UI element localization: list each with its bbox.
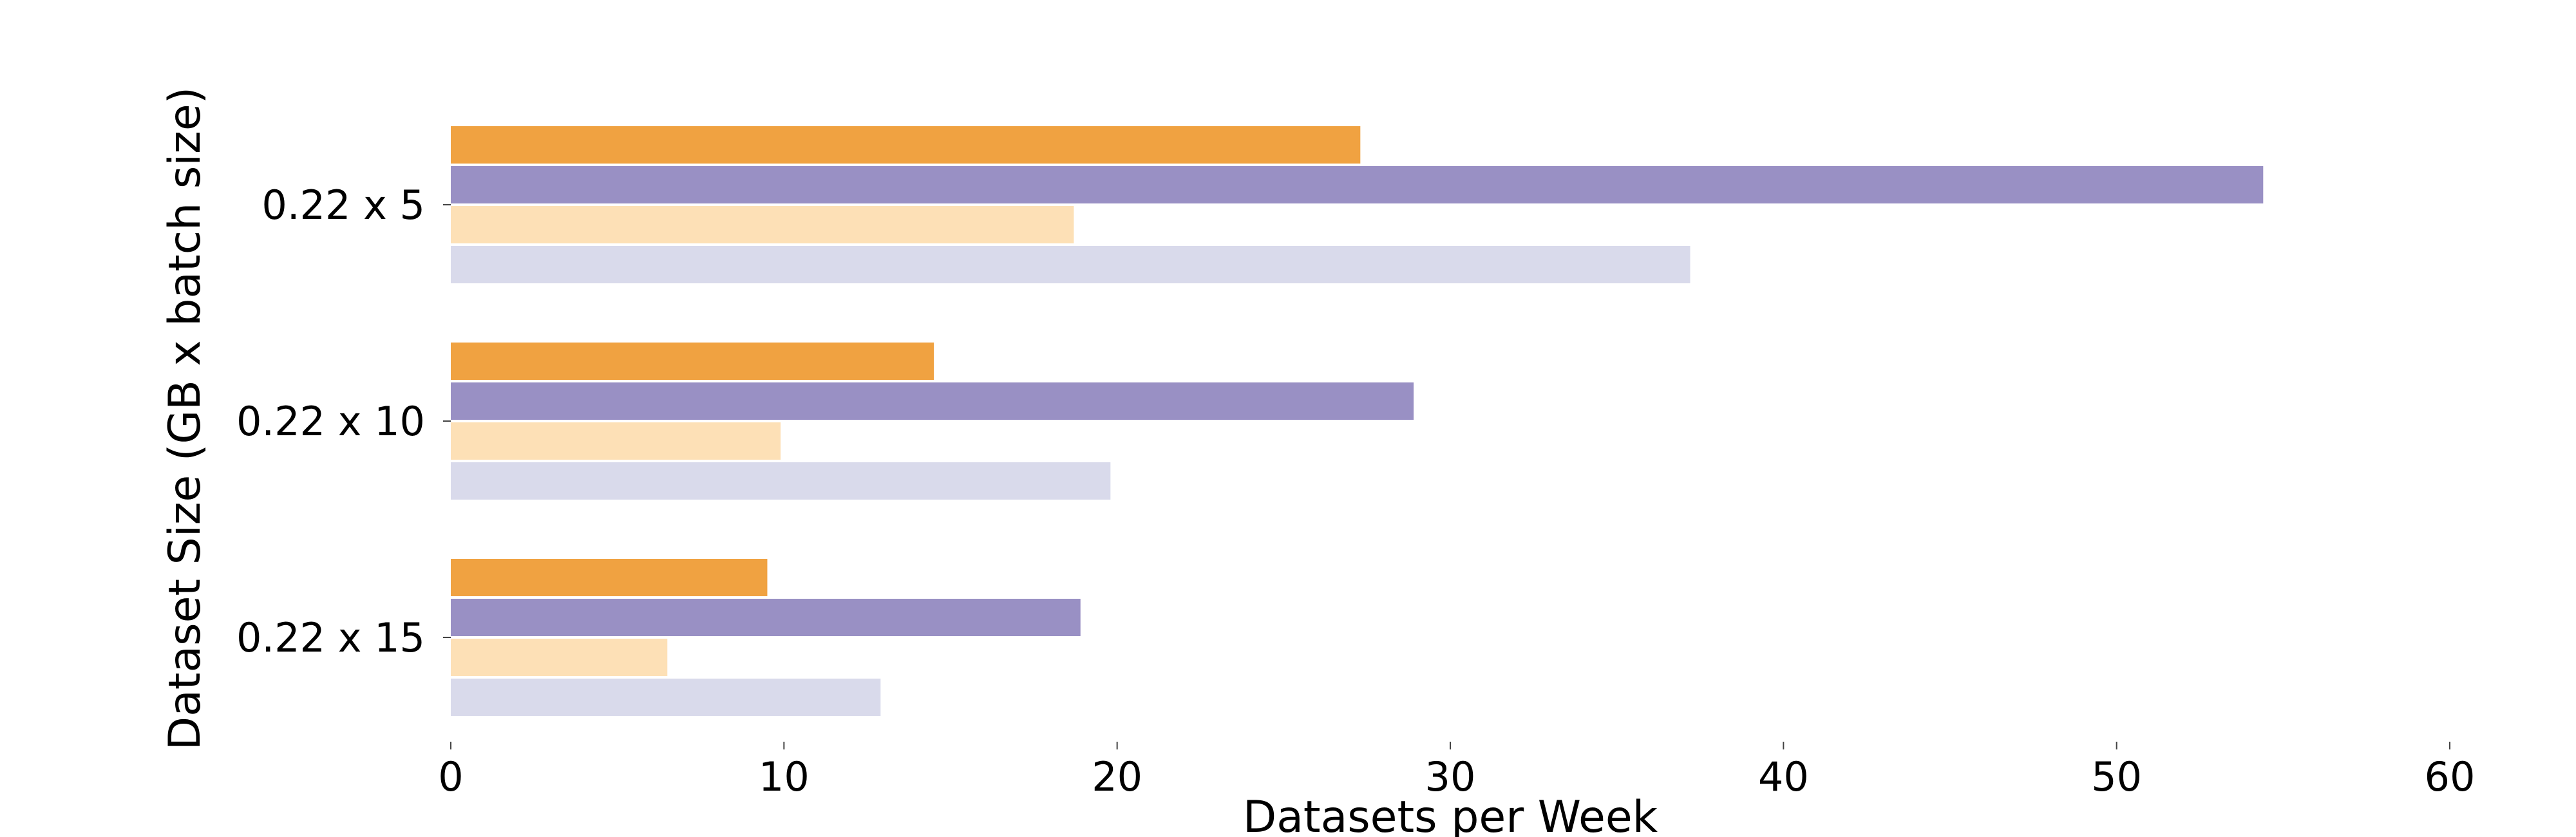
- x-tick-label: 20: [1092, 753, 1142, 800]
- bar-3-4: [451, 679, 881, 716]
- x-tick-label: 0: [438, 753, 463, 800]
- bar-2-3: [451, 422, 781, 460]
- bar-1-1: [451, 126, 1361, 164]
- x-tick-label: 10: [759, 753, 810, 800]
- y-ticks-group: 0.22 x 5 0.22 x 10 0.22 x 15: [236, 182, 451, 661]
- bar-1-2: [451, 166, 2264, 203]
- bar-2-1: [451, 343, 934, 380]
- bar-1-4: [451, 246, 1690, 283]
- y-tick-label: 0.22 x 15: [236, 614, 425, 661]
- x-ticks-group: 0 10 20 30 40 50 60: [438, 742, 2475, 800]
- y-tick-label: 0.22 x 5: [261, 182, 425, 229]
- x-tick-label: 60: [2425, 753, 2476, 800]
- bars-group: [451, 126, 2264, 716]
- bar-3-2: [451, 599, 1081, 636]
- x-tick-label: 50: [2091, 753, 2142, 800]
- bar-3-3: [451, 639, 668, 676]
- bar-1-3: [451, 206, 1074, 243]
- y-tick-label: 0.22 x 10: [236, 398, 425, 445]
- bar-2-2: [451, 382, 1414, 420]
- bar-2-4: [451, 462, 1111, 500]
- x-tick-label: 30: [1425, 753, 1476, 800]
- bar-3-1: [451, 559, 768, 596]
- x-tick-label: 40: [1758, 753, 1809, 800]
- x-axis-label: Datasets per Week: [1243, 792, 1658, 837]
- y-axis-label: Dataset Size (GB x batch size): [160, 87, 211, 750]
